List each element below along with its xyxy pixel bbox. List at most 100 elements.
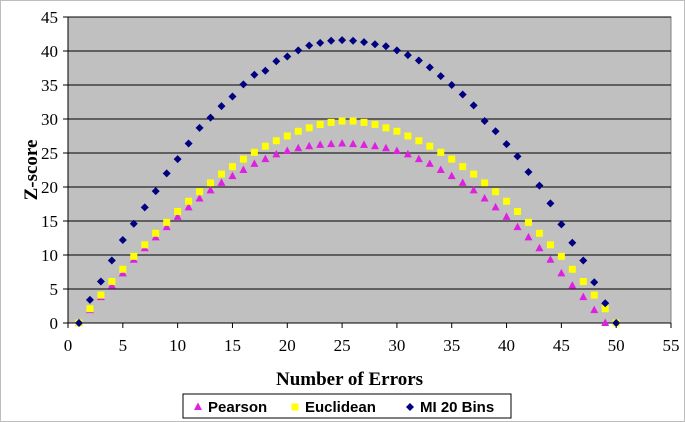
data-point [579,278,587,286]
data-point [535,229,543,237]
x-tick-label: 0 [64,336,73,355]
series-euclidean [75,117,620,327]
legend-label: MI 20 Bins [420,399,494,416]
data-point [294,143,303,152]
data-point [393,127,401,135]
data-point [283,132,291,140]
data-point [557,220,566,229]
data-point [459,163,467,171]
data-point [447,81,456,89]
y-tick-label: 30 [41,110,58,129]
legend-box [182,393,512,419]
data-point [557,268,566,277]
data-point [414,154,423,163]
data-point [283,146,292,154]
y-tick-label: 5 [50,280,59,299]
legend: Pearson Euclidean MI 20 Bins [182,393,512,419]
data-point [316,140,325,148]
data-point [360,38,369,47]
data-point [151,187,160,196]
data-point [513,152,522,161]
legend-marker [406,403,414,411]
y-tick-label: 20 [41,178,58,197]
data-point [579,256,588,265]
data-point [107,256,116,265]
data-point [437,148,445,156]
data-point [294,46,303,55]
data-point [162,169,171,178]
data-point [524,218,532,226]
data-point [97,291,105,299]
data-point [261,66,270,75]
data-point [349,36,358,45]
x-tick-label: 30 [388,336,405,355]
y-tick-label: 10 [41,246,58,265]
data-point [228,163,236,171]
data-point [514,207,522,215]
data-point [96,277,105,286]
x-tick-label: 10 [169,336,186,355]
y-tick-label: 40 [41,42,58,61]
data-point [184,139,193,148]
y-tick-label: 15 [41,212,58,231]
data-point [305,41,314,50]
data-point [129,219,138,228]
data-point [403,149,412,158]
x-tick-label: 35 [443,336,460,355]
data-point [568,238,577,247]
data-point [217,102,226,111]
data-point [491,202,500,211]
x-tick-label: 5 [119,336,128,355]
legend-label: Pearson [208,399,267,416]
data-point [601,299,610,308]
data-point [217,178,226,186]
legend-label: Euclidean [305,399,376,416]
data-point [524,168,533,177]
data-point [360,140,369,148]
data-point [513,222,522,231]
data-point [305,124,313,132]
x-tick-label: 40 [498,336,515,355]
data-point [458,90,467,99]
series-pearson [74,138,610,326]
data-point [228,171,237,180]
x-tick-label: 20 [279,336,296,355]
data-point [469,185,478,194]
data-point [546,241,554,249]
data-point [491,127,500,136]
data-point [316,120,324,128]
data-point [568,265,576,273]
data-point [470,170,478,178]
plot-area [67,16,672,324]
data-point [119,265,127,273]
legend-marker [291,403,299,411]
data-point [480,194,489,202]
data-point [447,171,456,180]
legend-marker [194,402,202,410]
data-point [414,56,423,65]
data-point [118,236,127,245]
data-point [535,243,544,252]
data-point [130,252,138,260]
data-point [382,124,390,132]
data-point [152,229,160,237]
data-point [436,72,445,81]
data-point [492,188,500,196]
data-point [184,202,193,211]
data-point [601,305,609,313]
data-point [371,120,379,128]
data-point [195,123,204,132]
data-point [481,179,489,187]
data-point [370,141,379,150]
data-point [283,52,292,61]
data-point [425,63,434,72]
data-point [503,197,511,205]
data-point [185,197,193,205]
y-tick-label: 35 [41,76,58,95]
data-point [85,295,94,304]
y-tick-label: 45 [41,8,58,27]
data-point [196,188,204,196]
data-point [327,118,335,126]
data-point [568,281,577,289]
